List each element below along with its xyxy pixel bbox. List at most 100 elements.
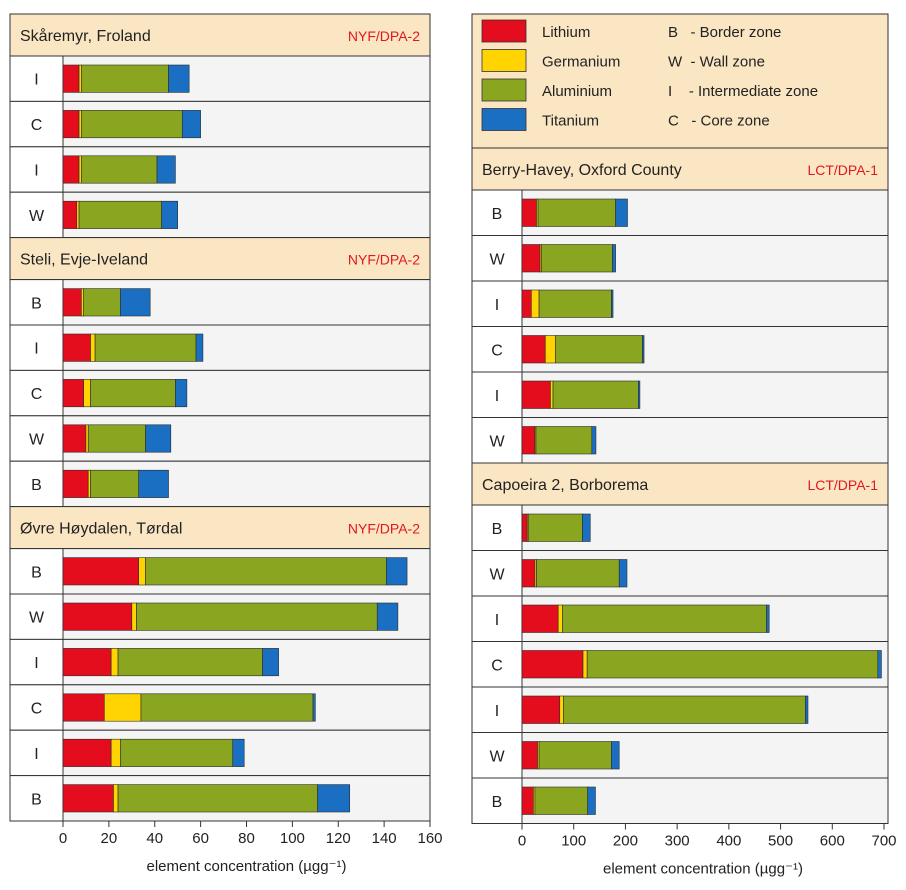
group-tag-ska-remyr-froland: NYF/DPA-2	[348, 28, 420, 44]
zone-label-w: W	[489, 748, 505, 765]
bar-germanium	[78, 110, 82, 139]
bar-germanium	[78, 64, 82, 93]
bar-lithium	[62, 557, 139, 586]
x-tick-label: 100	[561, 833, 586, 850]
bar-lithium	[521, 335, 546, 364]
group-title-ska-remyr-froland: Skåremyr, Froland	[20, 27, 151, 45]
bar-aluminium	[120, 738, 234, 767]
bar-lithium	[62, 738, 112, 767]
zone-cell	[471, 777, 523, 824]
bar-titanium	[611, 289, 614, 318]
bar-lithium	[521, 513, 528, 542]
bar-titanium	[195, 333, 204, 362]
bar-lithium	[521, 741, 538, 770]
zone-label-i: I	[495, 388, 499, 405]
bar-lithium	[521, 380, 551, 409]
zone-label-b: B	[492, 521, 503, 538]
x-tick-label: 100	[280, 830, 305, 847]
legend-zone-text: B - Border zone	[668, 24, 781, 41]
bar-lithium	[521, 604, 559, 633]
bar-germanium	[110, 738, 121, 767]
bar-aluminium	[586, 650, 879, 679]
bar-titanium	[805, 695, 809, 724]
bar-lithium	[62, 693, 105, 722]
zone-cell	[471, 504, 523, 551]
zone-label-c: C	[31, 117, 43, 134]
bar-lithium	[521, 426, 536, 455]
bar-aluminium	[140, 693, 314, 722]
legend-label-titanium: Titanium	[542, 113, 599, 130]
group-tag-capoeira-2-borborema: LCT/DPA-1	[807, 477, 878, 493]
bar-titanium	[615, 198, 628, 227]
zone-label-w: W	[489, 433, 505, 450]
bar-aluminium	[78, 200, 162, 229]
bar-titanium	[638, 380, 641, 409]
bar-titanium	[120, 288, 151, 317]
left-chart-panel: Skåremyr, Froland NYF/DPA-2 I C I W Steli, Evj…	[9, 13, 443, 875]
zone-cell	[9, 415, 64, 462]
x-tick-label: 400	[716, 833, 741, 850]
bar-aluminium	[527, 513, 583, 542]
bar-titanium	[582, 513, 591, 542]
bar-germanium	[138, 557, 146, 586]
zone-cell	[9, 55, 64, 102]
zone-cell	[9, 146, 64, 193]
bar-germanium	[131, 602, 137, 631]
bar-lithium	[62, 110, 80, 139]
legend-zone-text: C - Core zone	[668, 113, 770, 130]
bar-germanium	[81, 288, 84, 317]
bar-lithium	[62, 784, 114, 813]
legend-swatch-germanium	[481, 49, 527, 72]
zone-label-b: B	[31, 295, 42, 312]
bar-titanium	[877, 650, 882, 679]
zone-label-w: W	[29, 432, 45, 449]
x-tick-label: 300	[665, 833, 690, 850]
bar-aluminium	[537, 198, 616, 227]
bar-germanium	[78, 155, 82, 184]
bar-aluminium	[87, 424, 146, 453]
group-tag-vre-h-ydalen-t-rdal: NYF/DPA-2	[348, 521, 420, 537]
zone-cell	[471, 641, 523, 688]
zone-label-i: I	[34, 163, 38, 180]
zone-label-b: B	[31, 477, 42, 494]
bar-germanium	[582, 650, 588, 679]
group-title-vre-h-ydalen-t-rdal: Øvre Høydalen, Tørdal	[20, 521, 182, 538]
zone-label-i: I	[34, 341, 38, 358]
bar-lithium	[62, 379, 84, 408]
zone-label-b: B	[492, 794, 503, 811]
bar-aluminium	[535, 426, 593, 455]
legend-box	[471, 13, 889, 149]
bar-titanium	[611, 741, 620, 770]
bar-lithium	[62, 288, 82, 317]
bar-aluminium	[81, 110, 183, 139]
x-tick-label: 0	[518, 833, 526, 850]
zone-label-c: C	[491, 657, 503, 674]
legend-swatch-lithium	[481, 19, 527, 43]
legend-swatch-aluminium	[481, 78, 527, 102]
bar-germanium	[550, 380, 554, 409]
bar-titanium	[232, 738, 245, 767]
x-tick-label: 600	[820, 833, 845, 850]
zone-label-i: I	[34, 72, 38, 89]
zone-cell	[471, 417, 523, 464]
bar-lithium	[62, 469, 89, 498]
zone-label-c: C	[491, 342, 503, 359]
zone-cell	[9, 460, 64, 508]
group-header-berry-havey-oxford-county	[471, 147, 889, 191]
bar-germanium	[90, 333, 96, 362]
bar-titanium	[161, 200, 178, 229]
zone-cell	[9, 548, 64, 595]
zone-cell	[9, 191, 64, 239]
legend-swatch-titanium	[481, 108, 527, 131]
bar-germanium	[559, 695, 564, 724]
group-header-steli-evje-iveland	[9, 237, 431, 281]
zone-label-w: W	[29, 208, 45, 225]
bar-titanium	[376, 602, 399, 631]
bar-aluminium	[552, 380, 639, 409]
bar-aluminium	[83, 288, 121, 317]
bar-aluminium	[563, 695, 806, 724]
x-tick-label: 160	[417, 830, 442, 847]
x-tick-label: 40	[146, 830, 163, 847]
x-axis-label: element concentration (µgg⁻¹)	[603, 861, 803, 878]
zone-label-b: B	[31, 564, 42, 581]
